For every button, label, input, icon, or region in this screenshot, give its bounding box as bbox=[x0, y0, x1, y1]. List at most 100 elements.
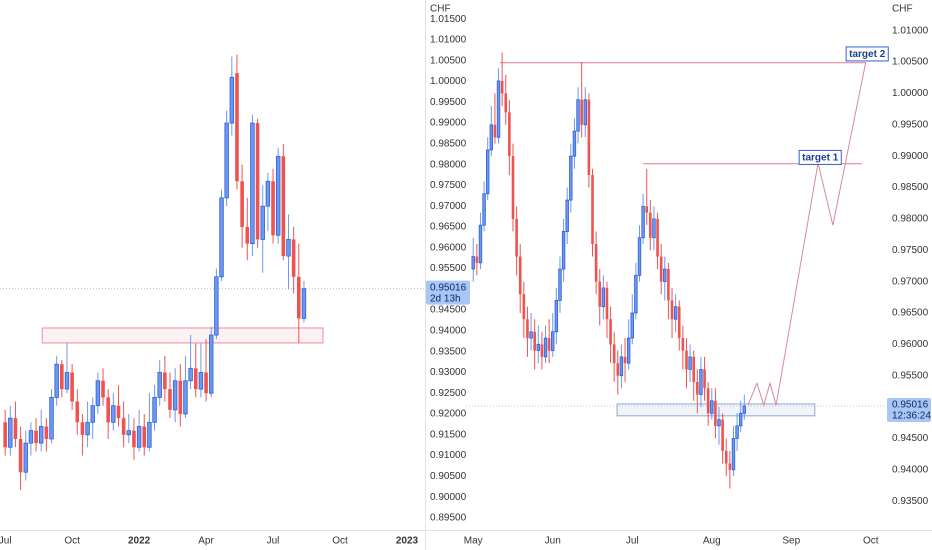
candle-body bbox=[742, 405, 747, 414]
candle-body bbox=[101, 380, 105, 398]
candle-body bbox=[551, 331, 555, 352]
candle-body bbox=[605, 287, 609, 320]
candle-body bbox=[554, 300, 559, 333]
candle-body bbox=[609, 319, 612, 345]
candle-body bbox=[580, 99, 583, 125]
candle-body bbox=[591, 174, 594, 244]
candle-body bbox=[275, 155, 281, 236]
candle-body bbox=[731, 438, 736, 471]
y-tick-label: 0.97500 bbox=[430, 180, 467, 191]
axis-unit: CHF bbox=[892, 4, 913, 15]
y-tick-label: 0.97000 bbox=[430, 201, 467, 212]
candle-body bbox=[95, 380, 101, 407]
candle-body bbox=[147, 421, 152, 448]
candle-body bbox=[518, 256, 522, 295]
y-tick-label: 0.91500 bbox=[430, 429, 467, 440]
candle-body bbox=[522, 294, 526, 320]
candle-body bbox=[209, 334, 214, 394]
price-label-box bbox=[426, 280, 470, 305]
candle-body bbox=[659, 256, 663, 282]
candle-body bbox=[18, 438, 23, 473]
price-label: 0.95016 bbox=[430, 282, 467, 293]
candle-body bbox=[8, 417, 13, 448]
candle-body bbox=[710, 400, 714, 414]
candle-body bbox=[168, 389, 172, 410]
candle-body bbox=[508, 112, 511, 157]
x-tick-label: 2023 bbox=[396, 536, 419, 547]
candle-body bbox=[54, 363, 59, 398]
y-tick-label: 1.01000 bbox=[430, 35, 467, 46]
candle-body bbox=[255, 123, 260, 240]
candle-body bbox=[673, 306, 678, 320]
candle-body bbox=[132, 430, 136, 448]
candle-body bbox=[475, 256, 479, 263]
y-tick-label: 0.90500 bbox=[430, 471, 467, 482]
candle-body bbox=[616, 363, 620, 376]
y-tick-label: 0.94000 bbox=[892, 464, 929, 475]
target-box bbox=[845, 46, 889, 62]
candle-body bbox=[28, 430, 34, 444]
candle-body bbox=[296, 276, 301, 319]
candle-body bbox=[85, 421, 90, 436]
candle-body bbox=[214, 276, 219, 336]
candle-body bbox=[178, 380, 183, 415]
candle-body bbox=[496, 80, 501, 138]
y-tick-label: 0.98500 bbox=[430, 138, 467, 149]
candle-body bbox=[485, 149, 490, 195]
y-tick-label: 0.97500 bbox=[892, 245, 929, 256]
y-tick-label: 1.01000 bbox=[892, 25, 929, 36]
countdown: 12:36:24 bbox=[892, 411, 931, 422]
candle-body bbox=[34, 430, 38, 444]
candle-body bbox=[576, 99, 580, 132]
zone bbox=[41, 327, 324, 344]
y-tick-label: 0.99500 bbox=[892, 119, 929, 130]
x-tick-label: Jul bbox=[0, 536, 12, 547]
y-tick-label: 1.00000 bbox=[430, 76, 467, 87]
candle-body bbox=[515, 218, 518, 257]
candle-body bbox=[44, 426, 49, 439]
candle-body bbox=[183, 380, 188, 415]
x-tick-label: Jul bbox=[626, 536, 639, 547]
candle-body bbox=[641, 205, 645, 239]
candle-body bbox=[706, 388, 710, 414]
x-tick-label: Jul bbox=[267, 536, 280, 547]
candle-body bbox=[281, 156, 286, 257]
candle-body bbox=[265, 180, 271, 207]
candle-body bbox=[738, 412, 743, 427]
target-label: target 2 bbox=[849, 49, 886, 60]
candle-body bbox=[121, 418, 126, 435]
candle-body bbox=[558, 268, 562, 301]
y-tick-label: 0.96000 bbox=[430, 242, 467, 253]
y-tick-label: 0.96500 bbox=[892, 308, 929, 319]
candle-body bbox=[126, 430, 131, 436]
candle-body bbox=[721, 419, 724, 451]
x-tick-label: Aug bbox=[703, 536, 721, 547]
candle-body bbox=[677, 306, 681, 339]
candle-body bbox=[500, 80, 504, 94]
candle-body bbox=[569, 155, 573, 201]
countdown: 2d 13h bbox=[430, 293, 461, 304]
candle-body bbox=[533, 331, 536, 351]
candle-body bbox=[587, 99, 591, 175]
candle-body bbox=[696, 381, 699, 395]
x-tick-label: Oct bbox=[64, 536, 80, 547]
y-tick-label: 0.92500 bbox=[430, 388, 467, 399]
candle-body bbox=[204, 372, 208, 394]
candle-body bbox=[663, 268, 667, 283]
y-tick-label: 0.95500 bbox=[430, 263, 467, 274]
candle-body bbox=[3, 422, 7, 448]
y-tick-label: 0.97000 bbox=[892, 276, 929, 287]
y-tick-label: 0.93000 bbox=[430, 367, 467, 378]
candle-body bbox=[685, 350, 688, 370]
candle-body bbox=[482, 193, 486, 226]
y-tick-label: 0.89500 bbox=[430, 513, 467, 524]
candle-body bbox=[735, 425, 739, 439]
y-tick-label: 1.00000 bbox=[892, 88, 929, 99]
candle-body bbox=[471, 256, 475, 270]
candle-body bbox=[224, 122, 229, 199]
candle-body bbox=[504, 93, 508, 113]
candle-body bbox=[630, 312, 634, 339]
candle-body bbox=[13, 418, 18, 439]
y-tick-label: 0.99500 bbox=[430, 97, 467, 108]
